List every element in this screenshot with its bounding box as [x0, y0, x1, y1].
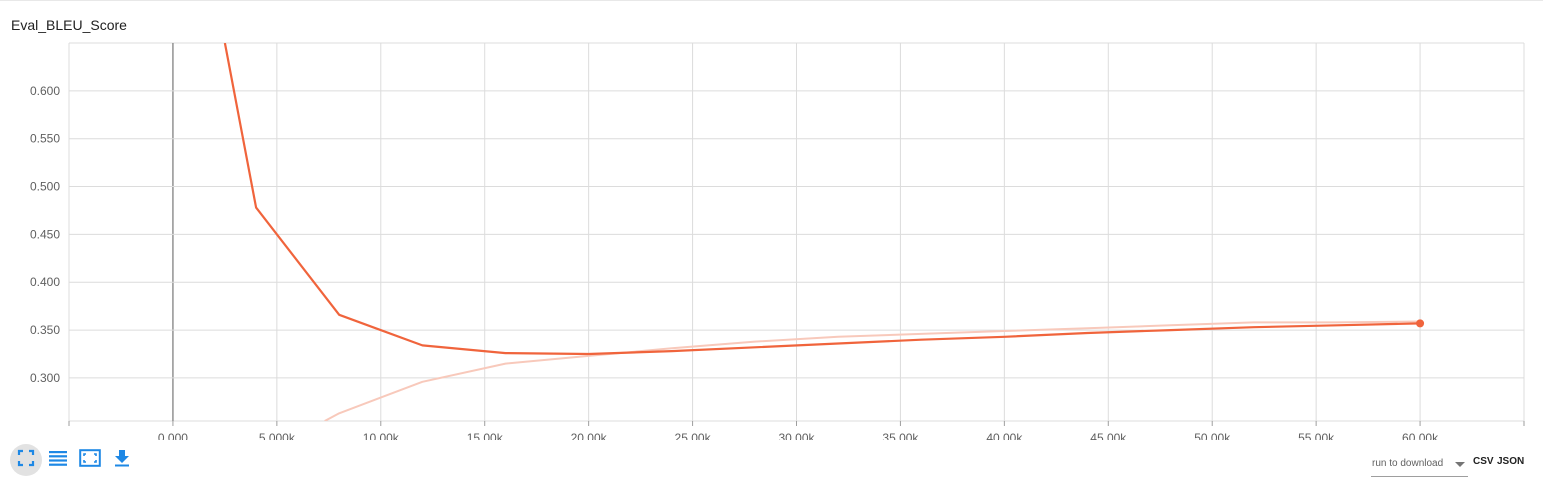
x-tick-label: 30.00k: [778, 431, 815, 440]
fit-domain-button[interactable]: [74, 444, 106, 476]
y-tick-label: 0.600: [30, 84, 60, 98]
y-tick-label: 0.350: [30, 323, 60, 337]
y-tick-label: 0.500: [30, 180, 60, 194]
y-tick-label: 0.450: [30, 227, 60, 241]
chart-title: Eval_BLEU_Score: [11, 17, 127, 33]
run-to-download-select[interactable]: run to download: [1371, 452, 1468, 477]
x-tick-label: 10.00k: [363, 431, 400, 440]
y-tick-label: 0.300: [30, 371, 60, 385]
fullscreen-icon: [17, 449, 35, 472]
y-tick-label: 0.400: [30, 275, 60, 289]
series-lines: [223, 43, 1425, 421]
last-value-point: [1416, 319, 1425, 328]
list-lines-icon: [48, 449, 68, 472]
raw-series-line: [324, 320, 1421, 421]
log-scale-toggle-button[interactable]: [42, 444, 74, 476]
y-tick-label: 0.550: [30, 132, 60, 146]
data-download-area: run to download CSV JSON: [1371, 452, 1543, 480]
line-chart[interactable]: 0.000 5.000k 10.00k 15.00k 20.00k 25.00k 30.00…: [0, 0, 1543, 440]
download-icon: [114, 449, 130, 472]
x-tick-label: 15.00k: [467, 431, 504, 440]
fullscreen-button[interactable]: [10, 444, 42, 476]
csv-download-link[interactable]: CSV: [1473, 456, 1494, 467]
x-tick-label: 50.00k: [1194, 431, 1231, 440]
chart-toolbar: [10, 444, 138, 476]
x-tick-label: 5.000k: [259, 431, 296, 440]
x-tick-label: 35.00k: [882, 431, 919, 440]
top-divider: [0, 0, 1543, 1]
run-to-download-label: run to download: [1372, 458, 1444, 469]
x-tick-label: 55.00k: [1298, 431, 1335, 440]
tick-labels: 0.000 5.000k 10.00k 15.00k 20.00k 25.00k 30.00…: [30, 84, 1439, 440]
x-tick-label: 40.00k: [986, 431, 1023, 440]
grid-lines: [68, 42, 1525, 426]
download-image-button[interactable]: [106, 444, 138, 476]
x-tick-label: 60.00k: [1402, 431, 1439, 440]
json-download-link[interactable]: JSON: [1497, 456, 1525, 467]
x-tick-label: 45.00k: [1090, 431, 1127, 440]
fit-to-data-icon: [79, 448, 101, 472]
smoothed-series-line: [223, 43, 1421, 356]
x-tick-label: 20.00k: [571, 431, 608, 440]
x-tick-label: 25.00k: [675, 431, 712, 440]
x-tick-label: 0.000: [158, 431, 188, 440]
chevron-down-icon: [1455, 462, 1465, 467]
